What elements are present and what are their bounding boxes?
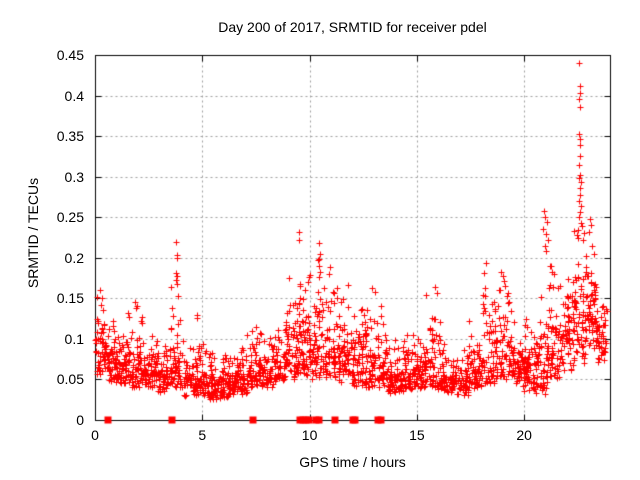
x-tick-label: 20: [516, 427, 532, 443]
y-tick-label: 0.25: [56, 209, 84, 226]
y-tick-label: 0.1: [64, 330, 84, 347]
chart-title: Day 200 of 2017, SRMTID for receiver pde…: [218, 19, 487, 35]
x-axis-label: GPS time / hours: [299, 454, 406, 470]
y-axis-label: SRMTID / TECUs: [25, 177, 41, 289]
y-tick-label: 0.15: [56, 290, 84, 307]
x-tick-label: 0: [91, 427, 99, 443]
y-tick-label: 0.2: [64, 249, 84, 266]
x-tick-label: 5: [198, 427, 207, 443]
y-tick-label: 0: [76, 412, 84, 428]
y-tick-label: 0.4: [64, 87, 84, 104]
y-tick-label: 0.05: [56, 371, 84, 388]
x-tick-label: 10: [301, 427, 318, 443]
y-tick-label: 0.45: [56, 47, 84, 63]
y-tick-label: 0.3: [64, 168, 84, 185]
y-tick-label: 0.35: [56, 128, 84, 145]
x-tick-label: 15: [409, 427, 425, 443]
